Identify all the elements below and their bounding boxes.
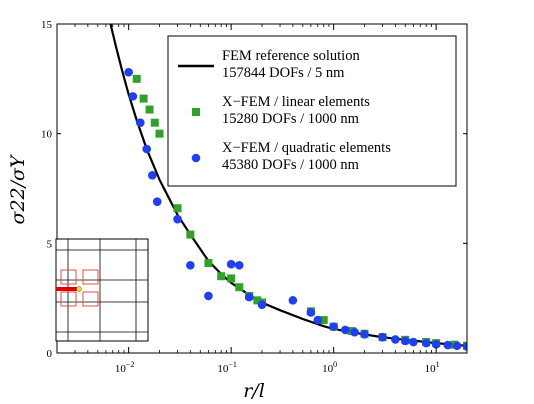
linear-xfem-point xyxy=(227,274,236,283)
linear-xfem-point xyxy=(235,283,244,292)
quadratic-xfem-point xyxy=(329,322,338,331)
x-tick-label: 10−1 xyxy=(217,360,237,375)
quadratic-xfem-point xyxy=(421,338,431,348)
quadratic-xfem-point xyxy=(360,330,369,339)
quadratic-xfem-point xyxy=(400,336,410,346)
quadratic-xfem-point xyxy=(341,325,350,335)
quadratic-xfem-point xyxy=(147,171,157,180)
quadratic-xfem-point xyxy=(288,296,298,305)
x-tick-label: 100 xyxy=(322,360,337,375)
inset-enriched-cell xyxy=(82,291,99,307)
linear-xfem-point xyxy=(319,316,328,325)
quadratic-xfem-point xyxy=(443,340,453,350)
linear-xfem-point xyxy=(173,204,182,213)
quadratic-xfem-point xyxy=(257,300,267,310)
quadratic-xfem-point xyxy=(452,341,462,351)
y-tick-label: 0 xyxy=(47,348,53,360)
quadratic-xfem-point xyxy=(378,332,387,342)
linear-xfem-point xyxy=(186,230,195,239)
x-tick-label: 10−2 xyxy=(115,360,135,375)
linear-xfem-point xyxy=(217,272,226,281)
x-tick-label: 101 xyxy=(425,360,440,375)
legend-label: 157844 DOFs / 5 nm xyxy=(222,65,345,81)
linear-xfem-point xyxy=(150,118,159,127)
x-axis-label: r/l xyxy=(243,380,265,402)
quadratic-xfem-point xyxy=(313,315,323,325)
y-tick-label: 15 xyxy=(41,19,53,31)
legend-label: 15280 DOFs / 1000 nm xyxy=(222,111,360,127)
legend-square-swatch xyxy=(192,108,200,116)
legend-label: X−FEM / linear elements xyxy=(222,94,370,110)
y-tick-label: 10 xyxy=(41,129,53,141)
legend-label: 45380 DOFs / 1000 nm xyxy=(222,157,360,173)
quadratic-xfem-point xyxy=(142,144,151,154)
legend-label: FEM reference solution xyxy=(222,48,360,64)
quadratic-xfem-point xyxy=(306,308,316,317)
series-layer xyxy=(109,24,467,351)
legend-box xyxy=(167,35,457,187)
quadratic-xfem-point xyxy=(244,292,254,302)
quadratic-xfem-point xyxy=(128,92,138,101)
quadratic-xfem-point xyxy=(350,327,359,337)
mesh-inset xyxy=(55,238,149,342)
quadratic-xfem-point xyxy=(124,67,133,77)
quadratic-xfem-point xyxy=(204,291,213,301)
inset-enriched-cell xyxy=(60,269,77,285)
inset-enriched-cell xyxy=(60,291,77,307)
inset-crack-tip xyxy=(76,286,82,292)
linear-xfem-point xyxy=(139,94,148,103)
y-tick-label: 5 xyxy=(47,238,53,250)
linear-xfem-point xyxy=(204,259,213,268)
linear-xfem-point xyxy=(145,105,154,114)
quadratic-xfem-point xyxy=(391,335,400,344)
quadratic-xfem-point xyxy=(186,260,195,270)
y-axis-label: σ22/σY xyxy=(7,153,29,225)
quadratic-xfem-point xyxy=(234,260,244,270)
quadratic-xfem-point xyxy=(462,342,467,351)
legend-label: X−FEM / quadratic elements xyxy=(222,140,391,156)
quadratic-xfem-point xyxy=(136,118,145,127)
quadratic-xfem-point xyxy=(431,339,441,349)
quadratic-xfem-point xyxy=(152,197,162,206)
inset-enriched-cell xyxy=(82,269,99,285)
quadratic-xfem-point xyxy=(409,337,418,347)
legend-circle-swatch xyxy=(191,153,201,163)
axes-layer: 0 5 10 15 10−2 10−1 100 101 xyxy=(41,19,467,375)
linear-xfem-point xyxy=(155,129,164,138)
linear-xfem-point xyxy=(132,74,141,83)
quadratic-xfem-point xyxy=(226,259,236,269)
quadratic-xfem-point xyxy=(173,214,182,224)
linear-xfem-point xyxy=(253,296,262,305)
